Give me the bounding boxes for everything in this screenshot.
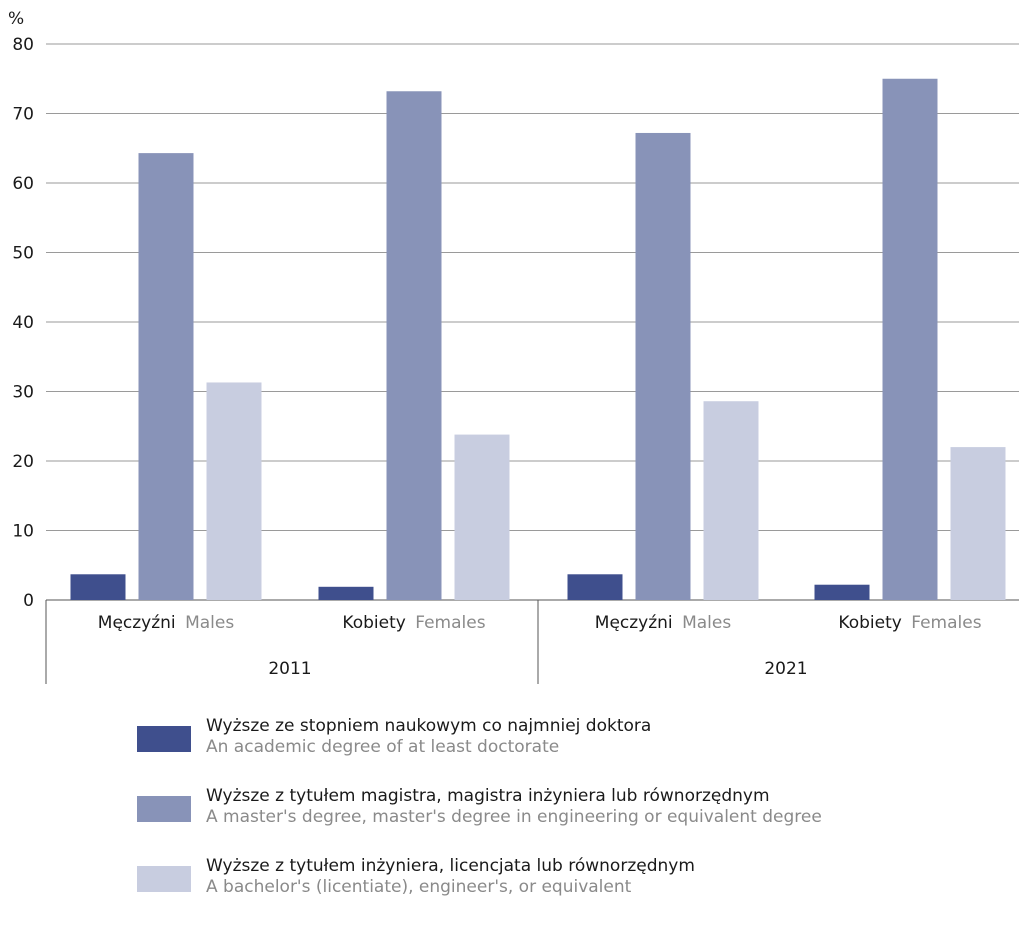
x-category-label: Męczyźni Males [595, 613, 732, 633]
legend-swatch-master [137, 796, 191, 822]
y-tick-label: 80 [12, 35, 34, 55]
bar-series-2-cat-3 [950, 447, 1006, 600]
legend-item-doctorate: Wyższe ze stopniem naukowym co najmniej … [137, 716, 997, 786]
legend-label-en: A bachelor's (licentiate), engineer's, o… [206, 877, 632, 897]
legend-item-master: Wyższe z tytułem magistra, magistra inży… [137, 786, 997, 856]
bar-series-0-cat-3 [814, 584, 870, 600]
y-tick-label: 40 [12, 313, 34, 333]
bar-series-1-cat-1 [386, 91, 442, 600]
bar-series-1-cat-0 [138, 153, 194, 601]
bar-series-2-cat-1 [454, 434, 510, 600]
bar-series-1-cat-3 [882, 78, 938, 600]
y-tick-label: 20 [12, 452, 34, 472]
y-tick-label: 30 [12, 383, 34, 403]
bars [70, 78, 1006, 601]
bar-chart: 0 10 20 30 40 50 60 70 80 % Męczyźni Males Kobiet… [8, 9, 1019, 684]
y-tick-label: 70 [12, 105, 34, 125]
x-group-label: 2021 [764, 659, 807, 679]
legend: Wyższe ze stopniem naukowym co najmniej … [137, 716, 997, 926]
bar-series-1-cat-2 [635, 132, 691, 600]
legend-label-pl: Wyższe ze stopniem naukowym co najmniej … [206, 716, 652, 736]
x-category-label: Męczyźni Males [98, 613, 235, 633]
bar-series-0-cat-2 [567, 574, 623, 600]
y-axis-ticks: 0 10 20 30 40 50 60 70 80 [12, 35, 34, 611]
legend-label-pl: Wyższe z tytułem magistra, magistra inży… [206, 786, 770, 806]
legend-swatch-bachelor [137, 866, 191, 892]
y-tick-label: 10 [12, 522, 34, 542]
legend-label-pl: Wyższe z tytułem inżyniera, licencjata l… [206, 856, 695, 876]
legend-swatch-doctorate [137, 726, 191, 752]
bar-series-2-cat-0 [206, 382, 262, 600]
x-category-label: Kobiety Females [838, 613, 981, 633]
x-axis: Męczyźni Males Kobiety Females 2011 Męczyźn… [45, 600, 982, 684]
x-category-label: Kobiety Females [342, 613, 485, 633]
y-axis-label: % [8, 9, 24, 29]
legend-label-en: A master's degree, master's degree in en… [206, 807, 822, 827]
y-tick-label: 0 [23, 591, 34, 611]
bar-series-2-cat-2 [703, 401, 759, 600]
legend-item-bachelor: Wyższe z tytułem inżyniera, licencjata l… [137, 856, 997, 926]
y-tick-label: 60 [12, 174, 34, 194]
bar-series-0-cat-0 [70, 574, 126, 600]
y-tick-label: 50 [12, 244, 34, 264]
bar-series-0-cat-1 [318, 586, 374, 600]
legend-label-en: An academic degree of at least doctorate [206, 737, 560, 757]
x-group-label: 2011 [268, 659, 311, 679]
